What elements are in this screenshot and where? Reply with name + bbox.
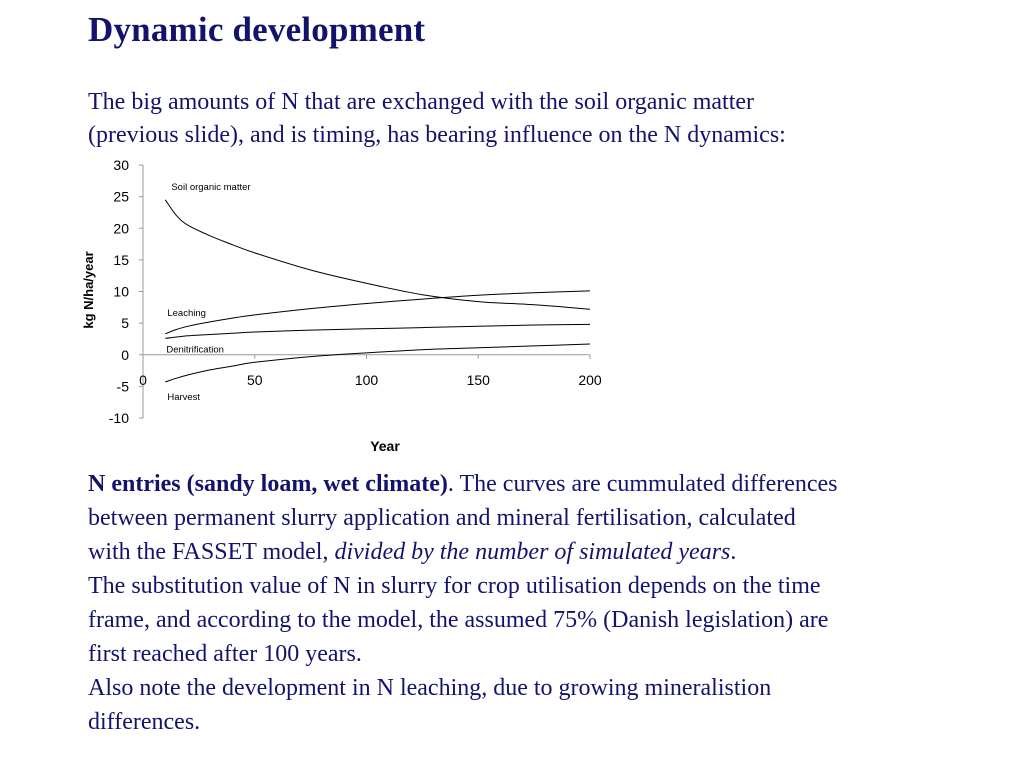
intro-line-2: (previous slide), and is timing, has bea… <box>88 122 786 148</box>
line-3-end: . <box>730 539 737 565</box>
explanation-line-4: The substitution value of N in slurry fo… <box>88 573 821 599</box>
x-tick-label: 100 <box>355 372 379 388</box>
explanation-line-8: differences. <box>88 709 201 735</box>
intro-line-1: The big amounts of N that are exchanged … <box>88 89 755 115</box>
series-line-denitrification <box>165 323 591 339</box>
explanation-line-7: Also note the development in N leaching,… <box>88 675 772 701</box>
y-tick-label: -10 <box>109 410 129 426</box>
y-tick-label: 20 <box>113 220 129 236</box>
explanation-line-6: first reached after 100 years. <box>88 641 362 667</box>
series-line-harvest <box>165 343 591 383</box>
line-3-start: with the FASSET model, <box>88 539 335 565</box>
series-line-soil-organic-matter <box>164 199 591 310</box>
series-line-leaching <box>165 290 591 335</box>
y-tick-label: 10 <box>113 284 129 300</box>
x-tick-label: 150 <box>467 372 491 388</box>
series-label-leaching: Leaching <box>167 308 206 319</box>
explanation-line-5: frame, and according to the model, the a… <box>88 607 829 633</box>
x-tick-label: 0 <box>139 372 147 388</box>
x-tick-label: 200 <box>578 372 602 388</box>
slide-title: Dynamic development <box>88 10 426 49</box>
explanation-line-3: with the FASSET model, divided by the nu… <box>88 535 988 569</box>
series-label-soil-organic-matter: Soil organic matter <box>171 182 250 193</box>
y-tick-labels: -10 -5 0 5 10 15 20 25 30 <box>109 157 129 426</box>
explanation-text: N entries (sandy loam, wet climate). The… <box>88 467 988 739</box>
series-labels: Soil organic matter Leaching Denitrificati… <box>166 182 250 403</box>
y-tick-label: 25 <box>113 189 129 205</box>
bold-lead: N entries (sandy loam, wet climate) <box>88 471 448 497</box>
series-label-harvest: Harvest <box>167 392 200 403</box>
y-tick-label: 0 <box>121 347 129 363</box>
y-tick-label: -5 <box>117 378 130 394</box>
intro-text: The big amounts of N that are exchanged … <box>88 86 988 152</box>
x-axis-label: Year <box>370 438 400 454</box>
y-tick-label: 30 <box>113 157 129 173</box>
x-tick-labels: 0 50 100 150 200 <box>139 372 602 388</box>
explanation-line-1: N entries (sandy loam, wet climate). The… <box>88 467 988 501</box>
y-axis-label: kg N/ha/year <box>81 251 96 328</box>
line-1-rest: . The curves are cummulated differences <box>447 471 838 497</box>
italic-phrase: divided by the number of simulated years <box>334 539 731 565</box>
explanation-line-2: between permanent slurry application and… <box>88 505 796 531</box>
y-tick-label: 5 <box>121 315 129 331</box>
y-tick-label: 15 <box>113 252 129 268</box>
n-dynamics-chart: -10 -5 0 5 10 15 20 25 30 0 50 100 150 200 Soil orga… <box>81 157 602 454</box>
chart-series <box>164 199 591 383</box>
series-label-denitrification: Denitrification <box>166 344 224 355</box>
chart-axes <box>139 164 591 419</box>
x-tick-label: 50 <box>247 372 263 388</box>
